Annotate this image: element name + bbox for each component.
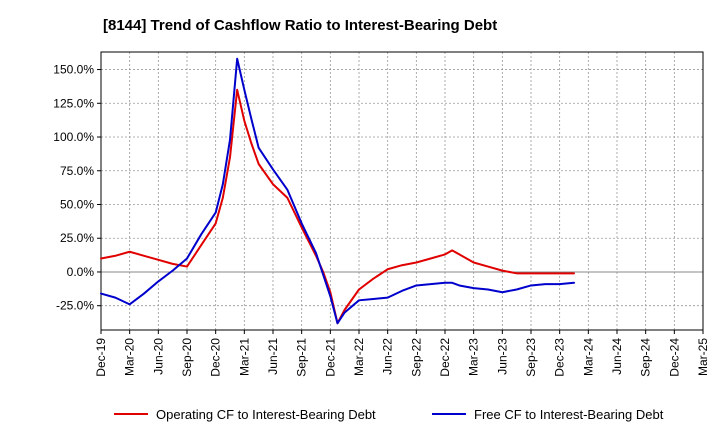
x-tick-label: Jun-21 <box>266 338 280 375</box>
y-tick-label: 25.0% <box>60 231 94 245</box>
x-tick-label: Jun-24 <box>610 338 624 375</box>
y-tick-label: 150.0% <box>53 63 94 77</box>
x-tick-label: Jun-20 <box>151 338 165 375</box>
x-tick-label: Sep-21 <box>295 338 309 377</box>
y-tick-label: 125.0% <box>53 96 94 110</box>
series-lines <box>100 57 575 325</box>
y-tick-label: 75.0% <box>60 164 94 178</box>
legend: Operating CF to Interest-Bearing Debt Fre… <box>114 407 664 422</box>
series-line-operating-cf <box>100 88 575 325</box>
y-tick-label: 100.0% <box>53 130 94 144</box>
chart-title: [8144] Trend of Cashflow Ratio to Intere… <box>103 17 497 34</box>
x-tick-label: Mar-25 <box>696 338 710 376</box>
grid-lines <box>100 52 704 330</box>
x-tick-label: Jun-22 <box>381 338 395 375</box>
x-tick-label: Sep-22 <box>409 338 423 377</box>
x-tick-label: Sep-20 <box>180 338 194 377</box>
y-tick-label: 0.0% <box>67 265 95 279</box>
legend-label: Free CF to Interest-Bearing Debt <box>474 407 664 422</box>
x-tick-label: Sep-23 <box>524 338 538 377</box>
x-tick-label: Dec-19 <box>94 338 108 377</box>
x-tick-label: Mar-24 <box>581 338 595 376</box>
plot-area-border <box>100 51 704 331</box>
axes: Dec-19 Mar-20 Jun-20 Sep-20 Dec-20 Mar-21 Jun-… <box>53 51 710 377</box>
x-tick-label: Mar-22 <box>352 338 366 376</box>
x-tick-label: Jun-23 <box>495 338 509 375</box>
x-tick-label: Mar-21 <box>237 338 251 376</box>
x-tick-label: Dec-21 <box>323 338 337 377</box>
x-tick-label: Dec-20 <box>209 338 223 377</box>
x-tick-label: Mar-23 <box>467 338 481 376</box>
y-tick-label: -25.0% <box>56 299 94 313</box>
x-tick-label: Dec-23 <box>553 338 567 377</box>
legend-label: Operating CF to Interest-Bearing Debt <box>156 407 376 422</box>
y-tick-label: 50.0% <box>60 197 94 211</box>
x-tick-label: Sep-24 <box>639 338 653 377</box>
x-tick-label: Dec-24 <box>667 338 681 377</box>
series-line-free-cf <box>100 57 575 325</box>
x-tick-label: Mar-20 <box>123 338 137 376</box>
x-tick-label: Dec-22 <box>438 338 452 377</box>
